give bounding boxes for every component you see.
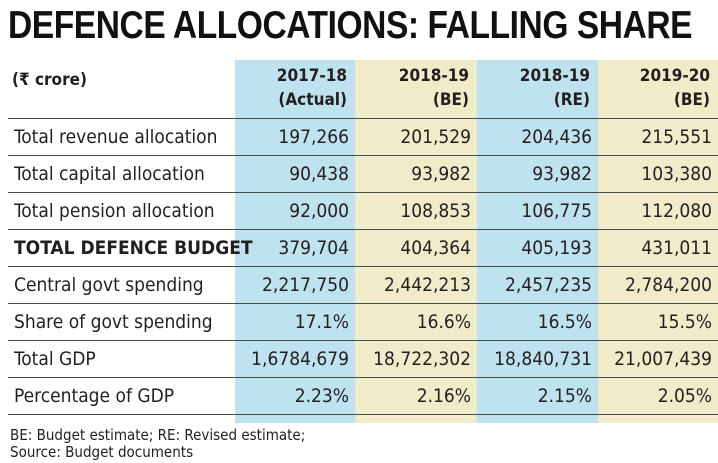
column-year: 2018-19 — [519, 66, 590, 86]
row-label: Share of govt spending — [14, 311, 213, 333]
table-cell: 16.6% — [416, 311, 471, 333]
row-divider — [8, 340, 718, 341]
column-header: 2019-20 (BE) — [598, 64, 710, 112]
col-2019-20-be-bg — [598, 60, 718, 423]
table-cell: 2,784,200 — [625, 274, 712, 296]
column-year: 2017-18 — [276, 66, 347, 86]
column-year: 2019-20 — [639, 66, 710, 86]
table-cell: 2.05% — [657, 385, 712, 407]
table-cell: 2,217,750 — [262, 274, 349, 296]
table-cell: 108,853 — [400, 200, 471, 222]
unit-label: (₹ crore) — [12, 70, 87, 90]
row-divider — [8, 155, 718, 156]
row-divider — [8, 377, 718, 378]
table-cell: 15.5% — [657, 311, 712, 333]
table-cell: 93,982 — [532, 163, 592, 185]
table-cell: 204,436 — [521, 126, 592, 148]
table-cell: 18,840,731 — [494, 348, 592, 370]
footnote-line: Source: Budget documents — [10, 443, 194, 461]
table-cell: 90,438 — [289, 163, 349, 185]
col-2017-18-actual-bg — [235, 60, 355, 423]
row-divider — [8, 118, 718, 119]
row-label: Total GDP — [14, 348, 96, 370]
table-cell: 2,442,213 — [384, 274, 471, 296]
row-divider — [8, 266, 718, 267]
column-header: 2018-19 (BE) — [355, 64, 469, 112]
column-type: (RE) — [553, 90, 590, 110]
table-cell: 215,551 — [641, 126, 712, 148]
table-cell: 2.23% — [294, 385, 349, 407]
table-cell: 16.5% — [537, 311, 592, 333]
row-label: TOTAL DEFENCE BUDGET — [14, 237, 253, 259]
table-cell: 112,080 — [641, 200, 712, 222]
table-cell: 2.16% — [416, 385, 471, 407]
table-cell: 21,007,439 — [614, 348, 712, 370]
col-2018-19-re-bg — [477, 60, 598, 423]
row-divider — [8, 303, 718, 304]
table-cell: 201,529 — [400, 126, 471, 148]
column-type: (BE) — [673, 90, 710, 110]
table-cell: 404,364 — [400, 237, 471, 259]
table-cell: 379,704 — [278, 237, 349, 259]
row-divider — [8, 414, 718, 415]
table-cell: 93,982 — [411, 163, 471, 185]
table-cell: 103,380 — [641, 163, 712, 185]
column-type: (Actual) — [278, 90, 347, 110]
row-label: Total revenue allocation — [14, 126, 218, 148]
table-cell: 17.1% — [294, 311, 349, 333]
table-cell: 106,775 — [521, 200, 592, 222]
chart-title: DEFENCE ALLOCATIONS: FALLING SHARE — [8, 4, 693, 47]
row-label: Total capital allocation — [14, 163, 205, 185]
table-cell: 18,722,302 — [373, 348, 471, 370]
table-cell: 431,011 — [641, 237, 712, 259]
table-cell: 2.15% — [537, 385, 592, 407]
table-cell: 2,457,235 — [505, 274, 592, 296]
table-cell: 92,000 — [289, 200, 349, 222]
footnote-line: BE: Budget estimate; RE: Revised estimat… — [10, 426, 306, 444]
row-divider — [8, 192, 718, 193]
col-2018-19-be-bg — [355, 60, 477, 423]
row-label: Central govt spending — [14, 274, 204, 296]
column-year: 2018-19 — [398, 66, 469, 86]
column-type: (BE) — [432, 90, 469, 110]
column-header: 2018-19 (RE) — [477, 64, 590, 112]
table-cell: 1,6784,679 — [251, 348, 349, 370]
table-cell: 197,266 — [278, 126, 349, 148]
table-cell: 405,193 — [521, 237, 592, 259]
row-divider — [8, 229, 718, 230]
row-label: Percentage of GDP — [14, 385, 175, 407]
row-label: Total pension allocation — [14, 200, 215, 222]
column-header: 2017-18 (Actual) — [235, 64, 347, 112]
